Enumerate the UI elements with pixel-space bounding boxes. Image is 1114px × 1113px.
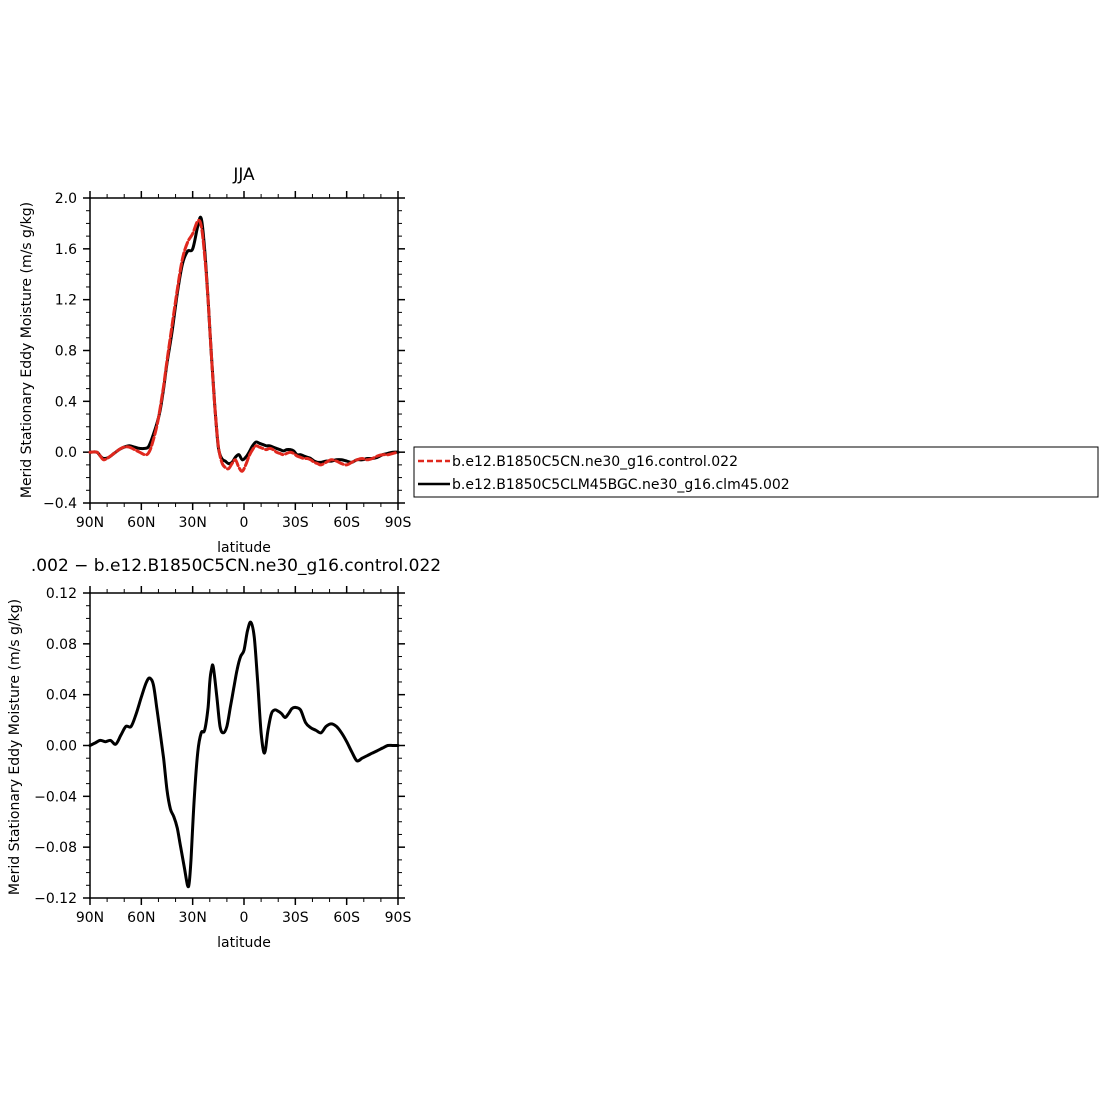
top-ytick-label: 1.2 <box>55 293 77 309</box>
bottom-series-lines <box>88 620 400 889</box>
top-series-lines <box>88 215 400 473</box>
top-tick-marks <box>83 191 405 510</box>
top-xtick-label: 60N <box>127 515 155 531</box>
top-xtick-label: 90N <box>76 515 104 531</box>
bottom-xtick-label: 60N <box>127 910 155 926</box>
top-xtick-label: 60S <box>333 515 360 531</box>
top-ytick-label: 2.0 <box>55 191 77 207</box>
top-x-axis-title: latitude <box>217 540 271 556</box>
top-y-axis-title: Merid Stationary Eddy Moisture (m/s g/kg… <box>19 202 35 498</box>
top-ytick-label: 0.4 <box>55 394 77 410</box>
top-ytick-label: 0.8 <box>55 344 77 360</box>
bottom-panel-title: .002 − b.e12.B1850C5CN.ne30_g16.control.… <box>31 556 441 576</box>
top-ytick-label: 0.0 <box>55 445 77 461</box>
top-series-line-0 <box>88 218 400 473</box>
bottom-ytick-label: 0.12 <box>46 586 77 602</box>
top-y-tick-labels: 2.0 1.6 1.2 0.8 0.4 0.0 −0.4 <box>43 191 77 512</box>
top-xtick-label: 90S <box>385 515 412 531</box>
top-ytick-label: 1.6 <box>55 242 77 258</box>
bottom-series-line-0 <box>88 620 400 889</box>
bottom-xtick-label: 0 <box>240 910 249 926</box>
top-series-line-1 <box>88 215 400 466</box>
legend-label-clm45: b.e12.B1850C5CLM45BGC.ne30_g16.clm45.002 <box>452 477 790 493</box>
legend-box <box>413 446 1099 498</box>
top-panel: JJA 2.0 1.6 1.2 0.8 0.4 0.0 −0.4 90N 60N 30N 0 30S… <box>19 165 411 556</box>
bottom-tick-marks <box>83 586 405 905</box>
bottom-ytick-label: −0.04 <box>34 789 77 805</box>
top-xtick-label: 0 <box>240 515 249 531</box>
bottom-y-axis-title: Merid Stationary Eddy Moisture (m/s g/kg… <box>7 599 23 895</box>
top-panel-title: JJA <box>232 165 255 185</box>
bottom-plot-frame <box>89 592 399 899</box>
bottom-panel: .002 − b.e12.B1850C5CN.ne30_g16.control.… <box>7 556 441 951</box>
bottom-ytick-label: 0.00 <box>46 739 77 755</box>
bottom-xtick-label: 30S <box>282 910 309 926</box>
legend-label-control: b.e12.B1850C5CN.ne30_g16.control.022 <box>452 454 738 470</box>
bottom-ytick-label: −0.12 <box>34 891 77 907</box>
top-ytick-label: −0.4 <box>43 496 77 512</box>
bottom-xtick-label: 90N <box>76 910 104 926</box>
bottom-xtick-label: 90S <box>385 910 412 926</box>
bottom-x-tick-labels: 90N 60N 30N 0 30S 60S 90S <box>76 910 412 926</box>
top-x-tick-labels: 90N 60N 30N 0 30S 60S 90S <box>76 515 412 531</box>
bottom-ytick-label: −0.08 <box>34 840 77 856</box>
bottom-y-tick-labels: 0.12 0.08 0.04 0.00 −0.04 −0.08 −0.12 <box>34 586 77 907</box>
bottom-x-axis-title: latitude <box>217 935 271 951</box>
top-xtick-label: 30N <box>179 515 207 531</box>
bottom-xtick-label: 60S <box>333 910 360 926</box>
top-xtick-label: 30S <box>282 515 309 531</box>
bottom-ytick-label: 0.04 <box>46 688 77 704</box>
bottom-xtick-label: 30N <box>179 910 207 926</box>
legend: b.e12.B1850C5CN.ne30_g16.control.022 b.e… <box>413 446 1099 498</box>
bottom-ytick-label: 0.08 <box>46 637 77 653</box>
